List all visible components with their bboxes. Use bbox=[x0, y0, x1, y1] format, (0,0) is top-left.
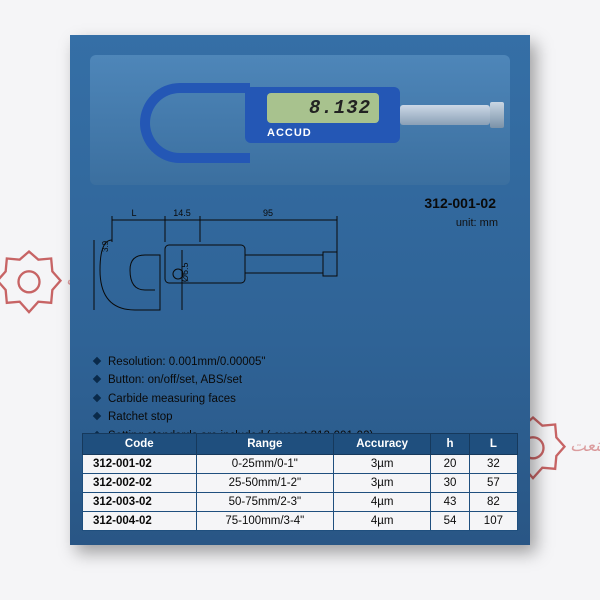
unit-label: unit: mm bbox=[456, 217, 498, 229]
watermark-text: رستگار صنعت bbox=[570, 436, 600, 456]
bullet-icon bbox=[93, 412, 101, 420]
brand-label: ACCUD bbox=[267, 127, 312, 139]
feature-item: Button: on/off/set, ABS/set bbox=[94, 371, 373, 389]
micrometer-barrel bbox=[400, 105, 490, 125]
table-row: 312-003-02 50-75mm/2-3" 4µm 43 82 bbox=[83, 493, 518, 512]
dim-14-5: 14.5 bbox=[173, 208, 191, 218]
col-accuracy: Accuracy bbox=[334, 434, 431, 455]
col-range: Range bbox=[196, 434, 334, 455]
dim-95: 95 bbox=[263, 208, 273, 218]
table-row: 312-001-02 0-25mm/0-1" 3µm 20 32 bbox=[83, 455, 518, 474]
col-L: L bbox=[469, 434, 517, 455]
lcd-readout: 8.132 bbox=[267, 93, 379, 123]
col-h: h bbox=[431, 434, 470, 455]
table-row: 312-004-02 75-100mm/3-4" 4µm 54 107 bbox=[83, 512, 518, 531]
technical-diagram: L 14.5 95 h Ø6.5 3.9 bbox=[90, 200, 350, 330]
feature-list: Resolution: 0.001mm/0.00005" Button: on/… bbox=[94, 353, 373, 445]
dim-h: h bbox=[90, 273, 92, 278]
feature-item: Carbide measuring faces bbox=[94, 390, 373, 408]
dim-L: L bbox=[131, 208, 136, 218]
model-number: 312-001-02 bbox=[424, 195, 496, 211]
dim-dia: Ø6.5 bbox=[180, 262, 190, 282]
table-row: 312-002-02 25-50mm/1-2" 3µm 30 57 bbox=[83, 474, 518, 493]
micrometer-frame bbox=[140, 83, 250, 163]
table-header-row: Code Range Accuracy h L bbox=[83, 434, 518, 455]
micrometer-body: 8.132 ACCUD bbox=[245, 87, 400, 143]
bullet-icon bbox=[93, 394, 101, 402]
feature-item: Ratchet stop bbox=[94, 408, 373, 426]
spec-table: Code Range Accuracy h L 312-001-02 0-25m… bbox=[82, 433, 518, 531]
product-photo: 8.132 ACCUD bbox=[90, 55, 510, 185]
dim-depth: 3.9 bbox=[101, 240, 110, 252]
catalog-panel: 8.132 ACCUD 312-001-02 unit: mm bbox=[70, 35, 530, 545]
bullet-icon bbox=[93, 357, 101, 365]
bullet-icon bbox=[93, 375, 101, 383]
col-code: Code bbox=[83, 434, 197, 455]
watermark-left: رستگار صنعت bbox=[0, 248, 64, 318]
feature-item: Resolution: 0.001mm/0.00005" bbox=[94, 353, 373, 371]
